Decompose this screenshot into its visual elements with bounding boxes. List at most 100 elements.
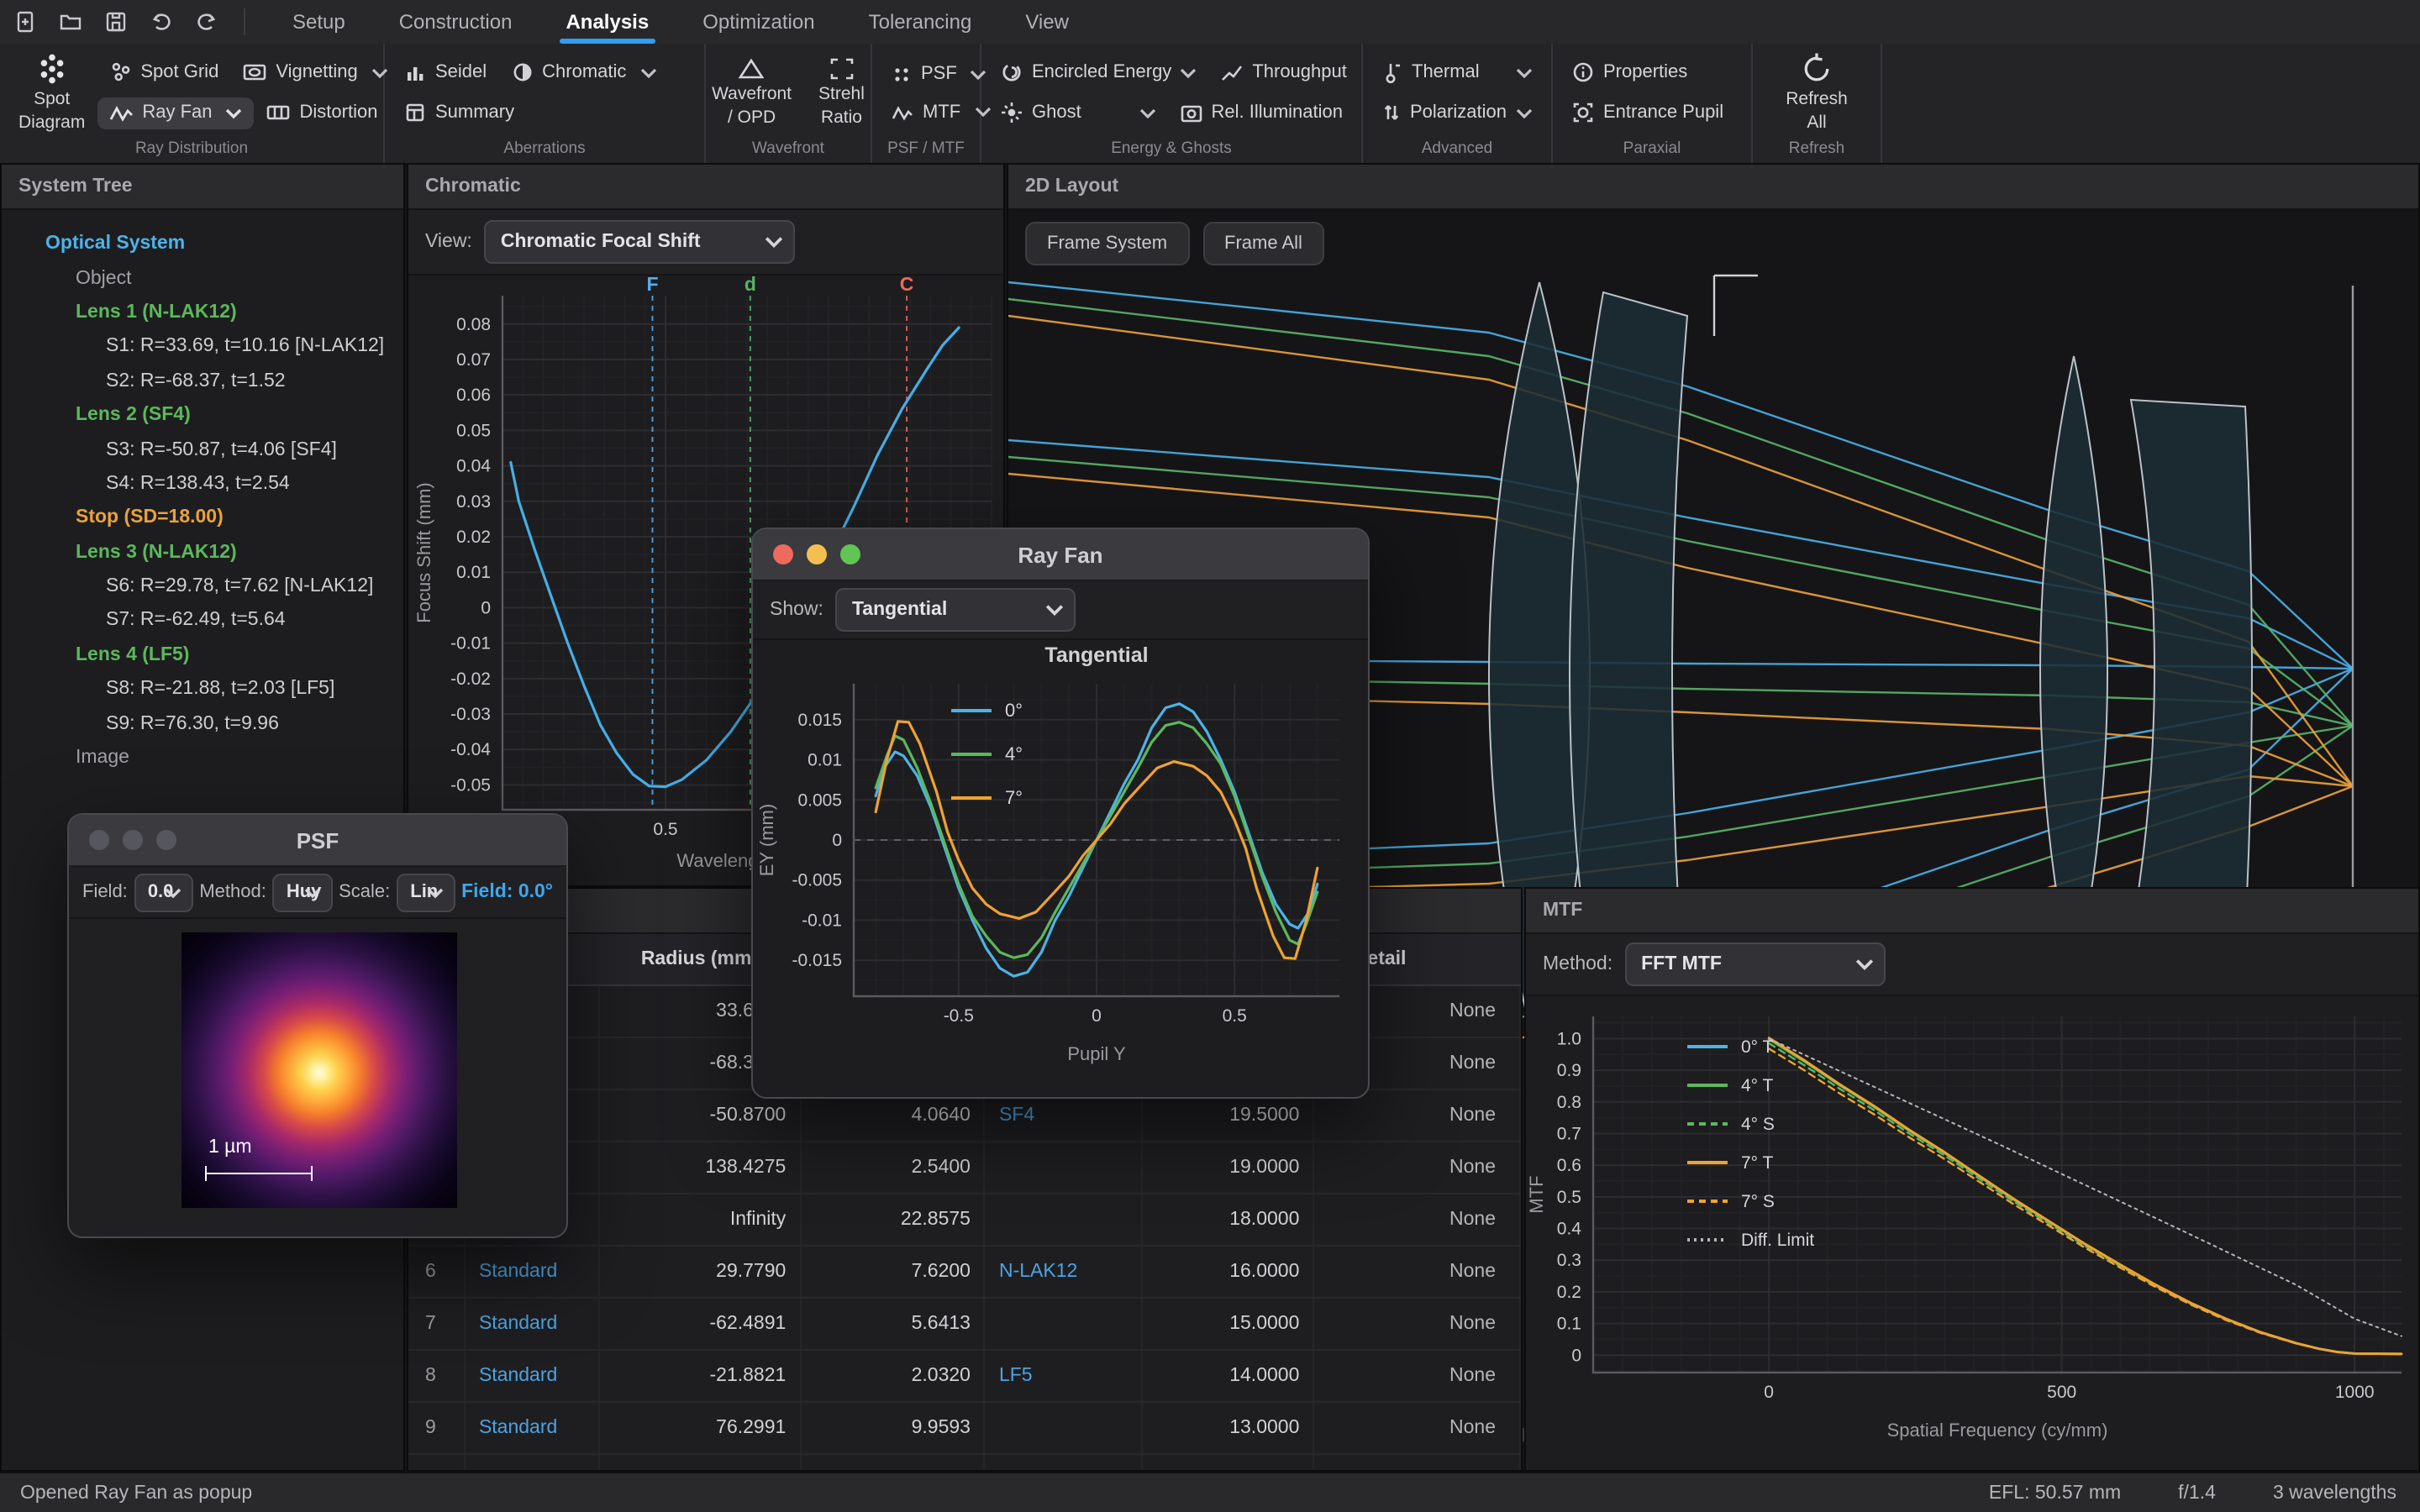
- table-cell: 2.5400: [801, 1142, 986, 1193]
- minimize-icon[interactable]: [123, 830, 143, 850]
- tree-item[interactable]: Stop (SD=18.00): [2, 501, 403, 535]
- seidel-button[interactable]: Seidel: [392, 56, 498, 88]
- summary-button[interactable]: Summary: [392, 96, 526, 129]
- table-row[interactable]: 6Standard29.77907.6200N-LAK1216.0000None: [408, 1247, 1521, 1299]
- throughput-button[interactable]: Throughput: [1208, 56, 1359, 88]
- undo-icon[interactable]: [141, 5, 182, 39]
- open-folder-icon[interactable]: [50, 5, 91, 39]
- table-row[interactable]: 7Standard-62.48915.641315.0000None: [408, 1299, 1521, 1351]
- vignetting-button[interactable]: Vignetting: [230, 55, 399, 89]
- tree-item[interactable]: Lens 3 (N-LAK12): [2, 535, 403, 570]
- menu-item-analysis[interactable]: Analysis: [539, 0, 676, 44]
- svg-text:0.2: 0.2: [1557, 1283, 1581, 1302]
- psf-scalebar: [205, 1166, 313, 1181]
- table-cell: [986, 1403, 1144, 1453]
- properties-button[interactable]: Properties: [1560, 55, 1699, 89]
- svg-text:0.04: 0.04: [456, 457, 491, 476]
- tree-item[interactable]: S9: R=76.30, t=9.96: [2, 706, 403, 741]
- ray-fan-show-label: Show:: [770, 600, 823, 620]
- table-row[interactable]: IMGStandardInfinity0.00008.0000None: [408, 1455, 1521, 1472]
- chevron-down-icon: [164, 886, 181, 898]
- spot-diagram-button[interactable]: Spot Diagram: [7, 51, 97, 134]
- psf-window-lights: [89, 830, 176, 850]
- table-cell: None: [1314, 1194, 1521, 1245]
- table-cell: None: [1314, 1299, 1521, 1349]
- encircled-energy-button[interactable]: Encircled Energy: [988, 55, 1208, 89]
- chromatic-view-select[interactable]: Chromatic Focal Shift: [484, 220, 795, 264]
- table-row[interactable]: 4Standard138.42752.540019.0000None: [408, 1142, 1521, 1194]
- zoom-icon[interactable]: [840, 544, 860, 564]
- rel-illumination-icon: [1179, 102, 1202, 123]
- table-cell: 18.0000: [1144, 1194, 1315, 1245]
- wavefront-icon: [737, 56, 767, 80]
- table-row[interactable]: 8Standard-21.88212.0320LF514.0000None: [408, 1351, 1521, 1403]
- refresh-all-label-2: All: [1807, 113, 1826, 134]
- entrance-pupil-button[interactable]: Entrance Pupil: [1560, 96, 1735, 129]
- menu-item-view[interactable]: View: [998, 0, 1096, 44]
- close-icon[interactable]: [89, 830, 109, 850]
- psf-window-titlebar[interactable]: PSF: [69, 815, 566, 867]
- close-icon[interactable]: [773, 544, 793, 564]
- psf-field-select[interactable]: 0.0: [134, 873, 193, 911]
- polarization-button[interactable]: Polarization: [1370, 96, 1544, 129]
- save-icon[interactable]: [96, 5, 136, 39]
- tree-item[interactable]: Optical System: [2, 227, 403, 261]
- system-tree-header: System Tree: [2, 165, 403, 210]
- frame-system-button[interactable]: Frame System: [1025, 222, 1189, 265]
- table-cell: 76.2991: [600, 1403, 802, 1453]
- ray-fan-show-select[interactable]: Tangential: [835, 588, 1076, 632]
- ribbon-toolbar: Spot Diagram Spot Grid Vignetting: [0, 44, 2420, 166]
- tree-item[interactable]: S4: R=138.43, t=2.54: [2, 466, 403, 501]
- tree-item[interactable]: Object: [2, 261, 403, 296]
- entrance-pupil-icon: [1571, 101, 1595, 124]
- mtf-method-select[interactable]: FFT MTF: [1624, 942, 1885, 986]
- tree-item[interactable]: S1: R=33.69, t=10.16 [N-LAK12]: [2, 329, 403, 364]
- tree-item[interactable]: Lens 4 (LF5): [2, 638, 403, 672]
- wavefront-label-1: Wavefront: [712, 83, 792, 104]
- svg-text:0.07: 0.07: [456, 350, 491, 370]
- menu-item-construction[interactable]: Construction: [372, 0, 539, 44]
- tree-item[interactable]: S3: R=-50.87, t=4.06 [SF4]: [2, 433, 403, 467]
- tree-item[interactable]: S6: R=29.78, t=7.62 [N-LAK12]: [2, 570, 403, 604]
- menu-item-optimization[interactable]: Optimization: [676, 0, 841, 44]
- table-cell: 22.8575: [801, 1194, 986, 1245]
- strehl-ratio-button[interactable]: Strehl Ratio: [807, 56, 876, 129]
- menu-item-tolerancing[interactable]: Tolerancing: [842, 0, 999, 44]
- refresh-all-button[interactable]: Refresh All: [1774, 51, 1860, 134]
- wavefront-opd-button[interactable]: Wavefront / OPD: [700, 56, 803, 129]
- chromatic-button[interactable]: Chromatic: [498, 55, 668, 89]
- rel-illumination-label: Rel. Illumination: [1211, 102, 1343, 123]
- ray-fan-window-titlebar[interactable]: Ray Fan: [753, 529, 1368, 581]
- minimize-icon[interactable]: [807, 544, 827, 564]
- mtf-label: MTF: [923, 102, 960, 122]
- tree-item[interactable]: S7: R=-62.49, t=5.64: [2, 604, 403, 638]
- tree-item[interactable]: Image: [2, 741, 403, 775]
- svg-text:Spatial Frequency (cy/mm): Spatial Frequency (cy/mm): [1887, 1420, 2108, 1441]
- table-row[interactable]: 5StopInfinity22.857518.0000None: [408, 1194, 1521, 1247]
- redo-icon[interactable]: [187, 5, 227, 39]
- new-file-icon[interactable]: [5, 5, 45, 39]
- ray-fan-window: Ray Fan Show: Tangential 0.0150.010.0050…: [751, 528, 1370, 1099]
- tree-item[interactable]: Lens 2 (SF4): [2, 398, 403, 433]
- table-row[interactable]: 9Standard76.29919.959313.0000None: [408, 1403, 1521, 1455]
- ray-fan-button[interactable]: Ray Fan: [97, 97, 254, 129]
- tree-item[interactable]: S2: R=-68.37, t=1.52: [2, 364, 403, 398]
- frame-all-button[interactable]: Frame All: [1202, 222, 1324, 265]
- tree-item[interactable]: S8: R=-21.88, t=2.03 [LF5]: [2, 672, 403, 706]
- rel-illumination-button[interactable]: Rel. Illumination: [1167, 97, 1355, 129]
- zoom-icon[interactable]: [156, 830, 176, 850]
- app-window: SetupConstructionAnalysisOptimizationTol…: [0, 0, 2420, 1512]
- menu-item-setup[interactable]: Setup: [266, 0, 372, 44]
- ray-fan-window-title: Ray Fan: [1018, 542, 1102, 567]
- distortion-button[interactable]: Distortion: [255, 96, 390, 129]
- layout-2d-header: 2D Layout: [1008, 165, 2418, 210]
- spot-grid-button[interactable]: Spot Grid: [97, 55, 230, 89]
- svg-text:0.7: 0.7: [1557, 1124, 1581, 1143]
- psf-scale-select[interactable]: Lin: [397, 873, 455, 911]
- psf-method-select[interactable]: Huy: [273, 873, 332, 911]
- spot-diagram-label-2: Diagram: [18, 113, 85, 134]
- thermal-button[interactable]: Thermal: [1370, 55, 1544, 89]
- tree-item[interactable]: Lens 1 (N-LAK12): [2, 296, 403, 330]
- chevron-down-icon: [1516, 66, 1533, 78]
- ghost-button[interactable]: Ghost: [988, 96, 1167, 129]
